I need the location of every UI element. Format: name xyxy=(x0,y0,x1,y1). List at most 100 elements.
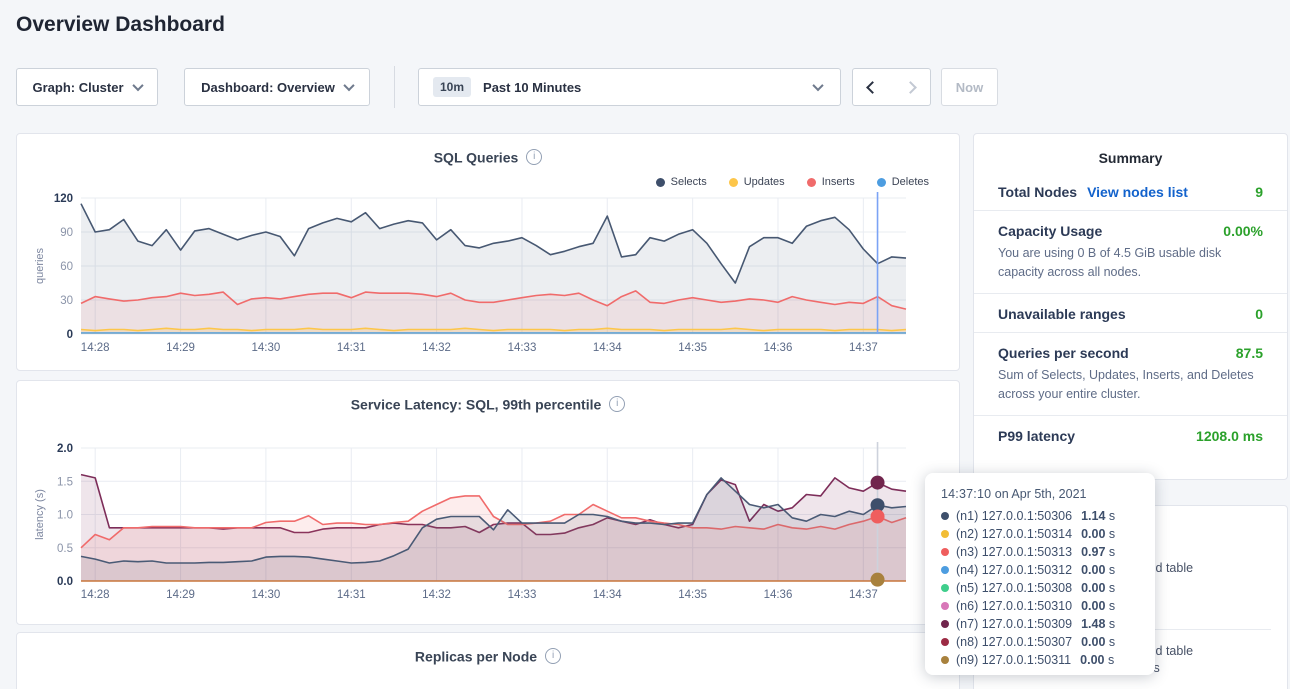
time-range-badge: 10m xyxy=(433,77,471,97)
tooltip-date: on Apr 5th, 2021 xyxy=(991,487,1086,501)
svg-text:0.5: 0.5 xyxy=(57,543,73,555)
toolbar-divider xyxy=(394,66,395,108)
series-color-dot xyxy=(941,584,949,592)
summary-title: Summary xyxy=(974,134,1287,172)
svg-text:30: 30 xyxy=(60,295,73,307)
series-color-dot xyxy=(941,620,949,628)
legend-label: Deletes xyxy=(892,176,929,188)
service-latency-panel: Service Latency: SQL, 99th percentile 14… xyxy=(16,380,960,625)
info-icon[interactable] xyxy=(609,396,625,412)
tooltip-node-row: (n4) 127.0.0.1:50312 0.00 s xyxy=(941,561,1141,579)
svg-text:1.5: 1.5 xyxy=(57,476,73,488)
svg-text:14:29: 14:29 xyxy=(166,342,195,354)
svg-text:queries: queries xyxy=(34,247,46,284)
tooltip-node-value: 0.00 s xyxy=(1081,563,1115,577)
chevron-down-icon xyxy=(812,80,823,91)
svg-text:90: 90 xyxy=(60,227,73,239)
sql-queries-chart[interactable]: 14:2814:2914:3014:3114:3214:3314:3414:35… xyxy=(29,188,961,371)
tooltip-timestamp: 14:37:10 on Apr 5th, 2021 xyxy=(941,487,1141,501)
svg-text:14:31: 14:31 xyxy=(337,589,366,601)
legend-label: Updates xyxy=(744,176,785,188)
svg-text:14:36: 14:36 xyxy=(764,342,793,354)
series-color-dot xyxy=(877,178,886,187)
tooltip-node-row: (n2) 127.0.0.1:503140.00 s xyxy=(941,525,1141,543)
time-range-label: Past 10 Minutes xyxy=(483,80,581,95)
tooltip-node-label: (n8) 127.0.0.1:50307 xyxy=(956,635,1072,649)
summary-row-p99: P99 latency 1208.0 ms xyxy=(974,416,1287,454)
time-prev-button[interactable] xyxy=(852,68,892,106)
tooltip-node-label: (n7) 127.0.0.1:50309 xyxy=(956,617,1072,631)
chevron-down-icon xyxy=(343,80,354,91)
summary-row-capacity: Capacity Usage 0.00% You are using 0 B o… xyxy=(974,211,1287,294)
page-title: Overview Dashboard xyxy=(16,13,225,37)
overview-dashboard-page: Overview Dashboard Graph: Cluster Dashbo… xyxy=(0,0,1290,689)
summary-label: Unavailable ranges xyxy=(998,306,1126,322)
svg-text:14:37: 14:37 xyxy=(849,342,878,354)
chart-title-text: Service Latency: SQL, 99th percentile xyxy=(351,396,602,412)
svg-text:14:31: 14:31 xyxy=(337,342,366,354)
legend-label: Inserts xyxy=(822,176,855,188)
svg-text:14:36: 14:36 xyxy=(764,589,793,601)
tooltip-node-value: 1.48 s xyxy=(1081,617,1115,631)
svg-text:2.0: 2.0 xyxy=(57,443,73,455)
sql-queries-title: SQL Queries xyxy=(17,148,959,165)
summary-label: Total Nodes xyxy=(998,184,1077,200)
dashboard-dropdown[interactable]: Dashboard: Overview xyxy=(184,68,370,106)
tooltip-node-value: 0.00 s xyxy=(1081,599,1115,613)
summary-value: 1208.0 ms xyxy=(1196,428,1263,444)
tooltip-node-label: (n2) 127.0.0.1:50314 xyxy=(956,527,1072,541)
view-nodes-list-link[interactable]: View nodes list xyxy=(1087,184,1188,200)
series-color-dot xyxy=(941,602,949,610)
svg-text:14:34: 14:34 xyxy=(593,342,622,354)
service-latency-title: Service Latency: SQL, 99th percentile xyxy=(17,395,959,412)
now-button[interactable]: Now xyxy=(941,68,998,106)
tooltip-node-row: (n1) 127.0.0.1:50306 1.14 s xyxy=(941,507,1141,525)
tooltip-node-value: 1.14 s xyxy=(1081,509,1115,523)
chevron-down-icon xyxy=(132,80,143,91)
summary-value: 87.5 xyxy=(1236,345,1263,361)
tooltip-node-value: 0.00 s xyxy=(1081,581,1115,595)
svg-text:14:28: 14:28 xyxy=(81,589,110,601)
summary-label: Capacity Usage xyxy=(998,223,1102,239)
graph-scope-dropdown[interactable]: Graph: Cluster xyxy=(16,68,158,106)
time-range-dropdown[interactable]: 10m Past 10 Minutes xyxy=(418,68,841,106)
chart-title-text: SQL Queries xyxy=(434,149,519,165)
tooltip-node-value: 0.00 s xyxy=(1081,635,1115,649)
svg-text:14:30: 14:30 xyxy=(251,589,280,601)
dashboard-label: Dashboard: Overview xyxy=(201,80,335,95)
info-icon[interactable] xyxy=(526,149,542,165)
svg-text:latency (s): latency (s) xyxy=(34,489,46,540)
tooltip-node-label: (n3) 127.0.0.1:50313 xyxy=(956,545,1072,559)
summary-row-total-nodes: Total Nodes View nodes list 9 xyxy=(974,172,1287,211)
chart-title-text: Replicas per Node xyxy=(415,648,537,664)
series-color-dot xyxy=(941,638,949,646)
tooltip-node-row: (n5) 127.0.0.1:50308 0.00 s xyxy=(941,579,1141,597)
legend-item: Inserts xyxy=(807,176,855,188)
svg-text:1.0: 1.0 xyxy=(57,510,73,522)
service-latency-chart[interactable]: 14:2814:2914:3014:3114:3214:3314:3414:35… xyxy=(29,434,961,623)
legend-label: Selects xyxy=(671,176,707,188)
tooltip-node-row: (n9) 127.0.0.1:503110.00 s xyxy=(941,651,1141,669)
tooltip-node-row: (n8) 127.0.0.1:50307 0.00 s xyxy=(941,633,1141,651)
time-next-button[interactable] xyxy=(891,68,931,106)
info-icon[interactable] xyxy=(545,648,561,664)
summary-value: 0.00% xyxy=(1223,223,1263,239)
tooltip-node-value: 0.97 s xyxy=(1081,545,1115,559)
svg-text:14:35: 14:35 xyxy=(678,342,707,354)
svg-text:14:35: 14:35 xyxy=(678,589,707,601)
tooltip-node-label: (n1) 127.0.0.1:50306 xyxy=(956,509,1072,523)
legend-item: Deletes xyxy=(877,176,929,188)
svg-text:14:33: 14:33 xyxy=(508,342,537,354)
summary-label: P99 latency xyxy=(998,428,1075,444)
svg-text:14:29: 14:29 xyxy=(166,589,195,601)
svg-text:120: 120 xyxy=(54,193,73,205)
tooltip-node-label: (n5) 127.0.0.1:50308 xyxy=(956,581,1072,595)
svg-text:14:28: 14:28 xyxy=(81,342,110,354)
chevron-left-icon xyxy=(866,81,879,94)
replicas-per-node-panel: Replicas per Node xyxy=(16,632,960,689)
svg-text:0: 0 xyxy=(67,329,73,341)
sql-queries-legend: Selects Updates Inserts Deletes xyxy=(656,176,929,188)
series-color-dot xyxy=(941,512,949,520)
tooltip-node-label: (n4) 127.0.0.1:50312 xyxy=(956,563,1072,577)
series-color-dot xyxy=(941,656,949,664)
